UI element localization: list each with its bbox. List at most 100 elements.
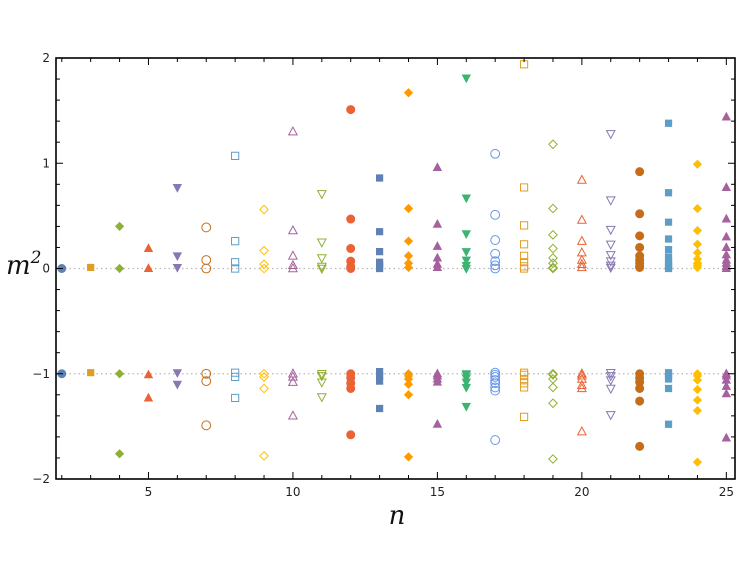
- data-point: [259, 204, 269, 215]
- data-point: [721, 231, 732, 241]
- data-point: [721, 213, 732, 223]
- data-point: [432, 162, 443, 171]
- data-point: [605, 376, 616, 386]
- axis-ticks: [56, 57, 735, 480]
- reference-lines: [56, 267, 735, 375]
- data-point: [316, 370, 327, 380]
- data-point: [576, 214, 587, 224]
- data-point: [316, 190, 327, 200]
- data-point: [605, 196, 616, 206]
- data-point: [605, 384, 616, 395]
- data-point: [519, 379, 529, 388]
- data-point: [461, 230, 471, 240]
- data-point: [143, 392, 154, 402]
- data-point: [519, 183, 529, 192]
- data-point: [548, 398, 558, 409]
- data-point: [519, 412, 529, 422]
- data-point: [576, 258, 587, 268]
- data-point: [664, 235, 673, 243]
- data-point: [721, 182, 732, 191]
- data-point: [692, 159, 703, 169]
- data-point: [316, 254, 327, 264]
- tick-labels: 5 10 15 20 25 −2 −1 0 1 2: [32, 51, 734, 499]
- data-point: [403, 390, 414, 400]
- data-point: [692, 203, 703, 214]
- data-point: [692, 225, 703, 236]
- data-point: [576, 425, 587, 436]
- data-point: [605, 263, 616, 274]
- data-point: [403, 379, 414, 389]
- data-point: [259, 450, 269, 461]
- data-point: [548, 243, 558, 254]
- data-point: [490, 235, 501, 245]
- data-point: [664, 384, 673, 393]
- data-point: [432, 219, 443, 228]
- data-points: [57, 60, 732, 467]
- data-point: [605, 225, 616, 236]
- data-point: [490, 209, 501, 220]
- data-point: [376, 404, 384, 413]
- data-point: [576, 373, 587, 383]
- data-point: [490, 260, 501, 271]
- data-point: [346, 214, 356, 224]
- data-point: [114, 263, 125, 274]
- data-point: [519, 60, 529, 69]
- data-point: [87, 263, 95, 272]
- data-point: [461, 74, 471, 84]
- data-point: [605, 240, 616, 250]
- data-point: [201, 368, 212, 379]
- data-point: [721, 111, 732, 121]
- data-point: [490, 263, 501, 274]
- data-point: [490, 382, 501, 393]
- y-tick-label: 2: [42, 51, 50, 65]
- data-point: [432, 262, 443, 271]
- data-point: [490, 372, 501, 382]
- data-point: [316, 238, 327, 248]
- data-point: [576, 368, 587, 378]
- data-point: [635, 242, 645, 252]
- data-point: [316, 378, 327, 388]
- data-point: [461, 402, 471, 412]
- data-point: [231, 368, 240, 377]
- data-point: [316, 262, 327, 273]
- data-point: [172, 369, 183, 378]
- data-point: [461, 194, 471, 204]
- data-point: [548, 253, 558, 263]
- data-point: [635, 167, 645, 177]
- data-point: [287, 262, 298, 273]
- data-point: [432, 419, 443, 428]
- y-axis-label-superscript: 2: [30, 248, 42, 268]
- data-point: [721, 432, 732, 442]
- y-tick-label: −2: [32, 472, 50, 486]
- data-point: [201, 376, 212, 387]
- data-point: [143, 243, 154, 253]
- data-point: [548, 229, 558, 240]
- data-point: [461, 264, 471, 274]
- data-point: [664, 375, 673, 383]
- data-point: [721, 242, 732, 251]
- data-point: [376, 377, 384, 385]
- data-point: [201, 222, 212, 233]
- data-point: [635, 231, 645, 241]
- data-point: [231, 237, 240, 246]
- data-point: [721, 263, 732, 273]
- data-point: [403, 452, 414, 462]
- y-tick-label: −1: [32, 367, 50, 381]
- data-point: [605, 261, 616, 271]
- data-point: [231, 151, 240, 160]
- data-point: [259, 372, 269, 382]
- data-point: [316, 393, 327, 403]
- data-point: [259, 263, 269, 274]
- data-point: [172, 183, 183, 193]
- data-point: [490, 375, 501, 385]
- data-point: [548, 454, 558, 464]
- x-tick-label: 10: [285, 485, 300, 499]
- data-point: [576, 382, 587, 393]
- data-point: [692, 457, 703, 467]
- data-point: [635, 262, 645, 272]
- data-point: [692, 395, 703, 405]
- y-axis-label-base: m: [6, 251, 31, 281]
- data-point: [376, 248, 384, 256]
- y-tick-label: 0: [42, 262, 50, 276]
